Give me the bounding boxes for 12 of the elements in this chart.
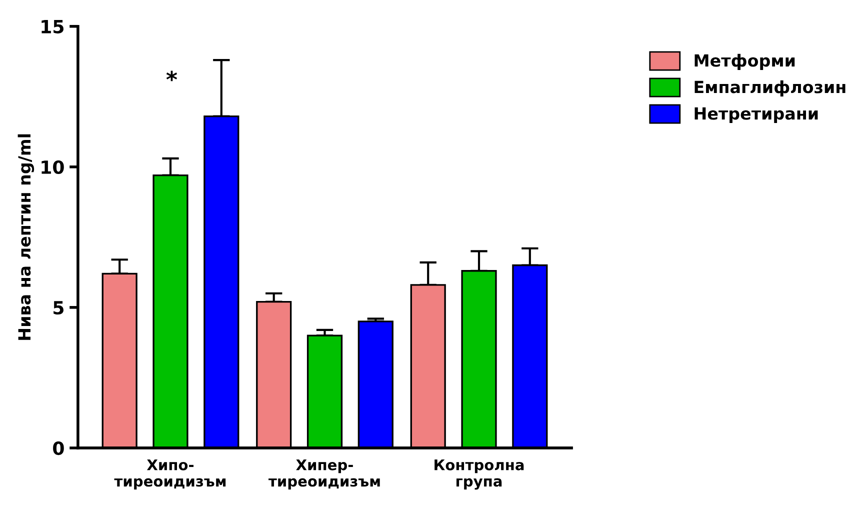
y-tick-label: 15 <box>42 20 64 34</box>
y-axis-title: Нива на лептин ng/ml <box>18 134 34 340</box>
legend-label: Емпаглифлозин <box>694 80 846 97</box>
x-tick-label: Контролна група <box>434 460 524 490</box>
x-tick-label: Хипо- тиреоидизъм <box>114 460 226 490</box>
x-tick-label: Хипер- тиреоидизъм <box>268 460 380 490</box>
legend-label: Нетретирани <box>694 107 818 124</box>
legend-label: Метформи <box>694 54 795 70</box>
y-tick-label: 10 <box>42 160 64 174</box>
annotation: * <box>166 70 178 82</box>
y-tick-label: 5 <box>54 301 64 315</box>
y-tick-label: 0 <box>53 441 64 456</box>
